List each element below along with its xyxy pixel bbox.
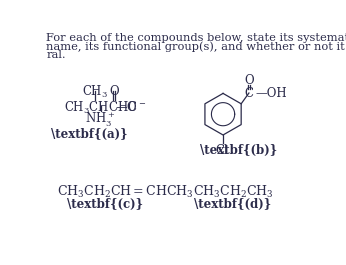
Text: $\mathregular{CH_3CH_2CH_3}$: $\mathregular{CH_3CH_2CH_3}$ bbox=[193, 184, 273, 200]
Text: For each of the compounds below, state its systematic: For each of the compounds below, state i… bbox=[46, 33, 346, 43]
Text: $\mathregular{CH_3CHCHC}$: $\mathregular{CH_3CHCHC}$ bbox=[64, 100, 138, 116]
Text: $\mathregular{CH_3CH_2CH{=}CHCH_3}$: $\mathregular{CH_3CH_2CH{=}CHCH_3}$ bbox=[57, 184, 194, 200]
Text: name, its functional group(s), and whether or not it is chi-: name, its functional group(s), and wheth… bbox=[46, 42, 346, 52]
Text: $\mathregular{NH_3^+}$: $\mathregular{NH_3^+}$ bbox=[85, 111, 116, 129]
Text: $\mathregular{CH_3}$: $\mathregular{CH_3}$ bbox=[82, 84, 108, 100]
Text: —OH: —OH bbox=[255, 86, 287, 100]
Text: \textbf{(c)}: \textbf{(c)} bbox=[67, 198, 143, 211]
Text: ral.: ral. bbox=[46, 50, 66, 60]
Text: \textbf{(b)}: \textbf{(b)} bbox=[200, 144, 277, 157]
Text: C: C bbox=[244, 86, 253, 100]
Text: O: O bbox=[244, 74, 254, 87]
Text: \textbf{(d)}: \textbf{(d)} bbox=[194, 198, 272, 211]
Text: $\mathregular{—O^-}$: $\mathregular{—O^-}$ bbox=[115, 100, 146, 114]
Text: $\mathregular{O}$: $\mathregular{O}$ bbox=[109, 84, 120, 98]
Text: Cl: Cl bbox=[215, 144, 228, 157]
Text: \textbf{(a)}: \textbf{(a)} bbox=[52, 128, 128, 141]
